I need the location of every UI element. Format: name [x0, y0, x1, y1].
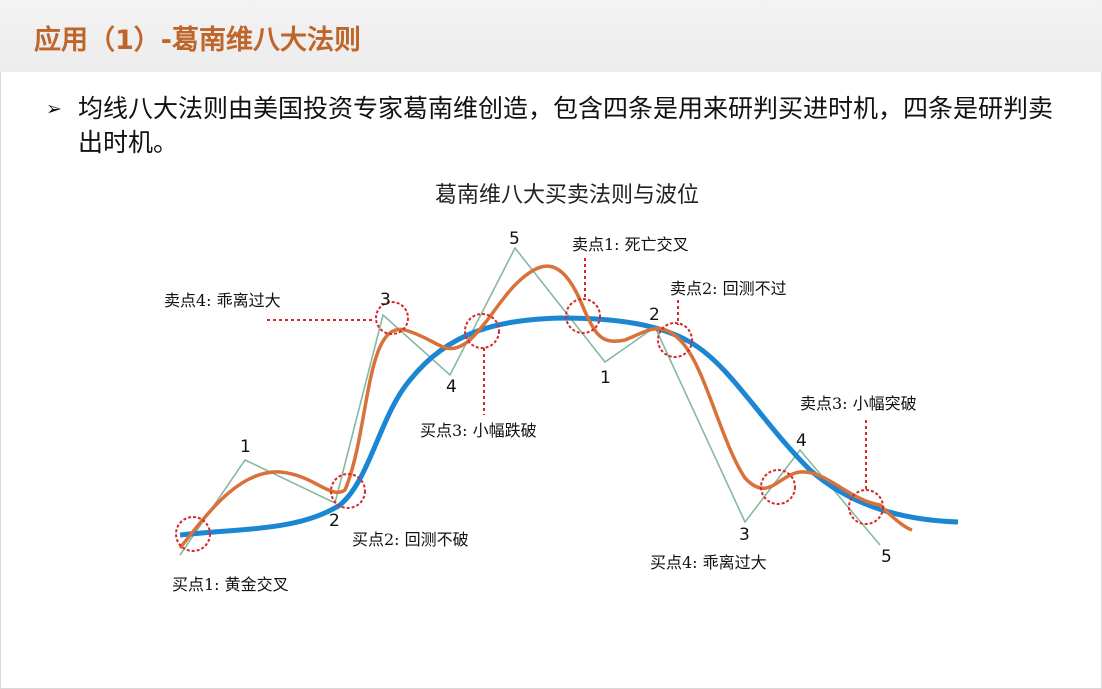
buy3-marker [464, 313, 500, 349]
price-line [178, 264, 913, 550]
buy2-marker [330, 473, 366, 509]
wave-line [179, 246, 881, 556]
diagram-title: 葛南维八大买卖法则与波位 [435, 183, 699, 208]
wave-label: 2 [329, 511, 340, 531]
buy2-label: 买点2: 回测不破 [352, 530, 469, 549]
buy1-label: 买点1: 黄金交叉 [172, 575, 289, 594]
signal-markers [175, 298, 884, 552]
buy4-label: 买点4: 乖离过大 [650, 553, 767, 572]
wave-label: 4 [796, 431, 807, 451]
sell4-label: 卖点4: 乖离过大 [164, 291, 281, 310]
wave-label: 3 [380, 290, 391, 310]
buy3-label: 买点3: 小幅跌破 [420, 421, 537, 440]
moving-average-line [179, 315, 959, 538]
wave-label: 2 [649, 305, 660, 325]
sell1-label: 卖点1: 死亡交叉 [572, 235, 689, 254]
wave-label: 1 [600, 368, 611, 388]
header-band [0, 0, 1102, 72]
wave-label: 3 [739, 525, 750, 545]
bullet-item: ➢ 均线八大法则由美国投资专家葛南维创造，包含四条是用来研判买进时机，四条是研判… [46, 92, 1076, 160]
sell1-marker [565, 298, 601, 334]
sell3-marker [848, 489, 884, 525]
leader-lines [267, 258, 867, 490]
sell2-marker [657, 322, 693, 358]
sell3-label: 卖点3: 小幅突破 [800, 394, 917, 413]
wave-label: 4 [446, 377, 457, 397]
arrow-bullet-icon: ➢ [46, 98, 62, 120]
wave-label: 1 [240, 437, 251, 457]
bullet-text: 均线八大法则由美国投资专家葛南维创造，包含四条是用来研判买进时机，四条是研判卖出… [78, 94, 1054, 157]
buy1-marker [175, 516, 211, 552]
wave-label: 5 [881, 547, 892, 567]
sell4-marker [375, 301, 409, 335]
slide-title: 应用（1）-葛南维八大法则 [34, 25, 361, 56]
buy4-marker [760, 469, 796, 505]
sell2-label: 卖点2: 回测不过 [670, 279, 787, 298]
wave-label: 5 [509, 229, 520, 249]
